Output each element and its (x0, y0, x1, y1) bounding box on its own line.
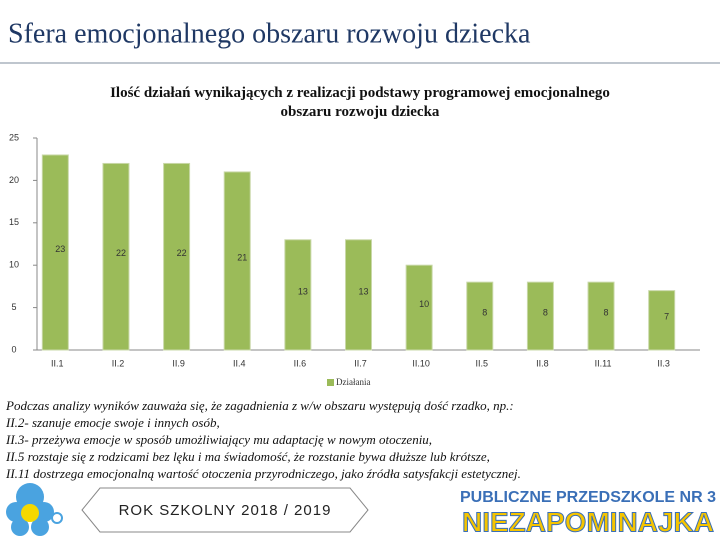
y-tick-label: 10 (9, 260, 19, 270)
value-label: 21 (237, 252, 247, 262)
bar (284, 239, 312, 351)
x-tick-label: II.3 (657, 358, 670, 368)
x-tick-label: II.4 (233, 358, 246, 368)
note-line: II.5 rozstaje się z rodzicami bez lęku i… (5, 449, 490, 464)
year-banner (81, 487, 369, 533)
x-tick-label: II.1 (51, 358, 64, 368)
x-tick-label: II.10 (412, 358, 430, 368)
school-name: PUBLICZNE PRZEDSZKOLE NR 3 (460, 489, 716, 506)
bar (648, 290, 676, 351)
note-line: Podczas analizy wyników zauważa się, że … (5, 398, 514, 413)
x-tick-label: II.11 (595, 358, 612, 368)
school-year: ROK SZKOLNY 2018 / 2019 (119, 502, 332, 519)
bar (405, 264, 433, 351)
bar (102, 162, 130, 351)
value-label: 13 (298, 286, 308, 296)
bar (345, 239, 372, 351)
bar (587, 281, 615, 351)
bar (466, 281, 494, 351)
y-tick-label: 15 (9, 217, 19, 227)
x-tick-label: II.6 (294, 358, 307, 368)
y-tick-label: 20 (9, 175, 19, 185)
value-label: 13 (358, 286, 368, 296)
value-label: 23 (55, 244, 65, 254)
x-tick-label: II.8 (536, 358, 549, 368)
value-label: 22 (177, 248, 187, 258)
legend-label: Działania (336, 377, 370, 387)
value-label: 10 (419, 299, 429, 309)
x-tick-label: II.2 (112, 358, 125, 368)
value-label: 8 (482, 307, 487, 317)
x-tick-label: II.9 (172, 358, 185, 368)
footer-logo (6, 483, 63, 536)
y-tick-label: 25 (9, 132, 19, 142)
bar (163, 162, 191, 351)
school-brand: NIEZAPOMINAJKA (462, 506, 714, 537)
note-line: II.11 dostrzega emocjonalną wartość otoc… (5, 466, 521, 481)
value-label: 7 (664, 312, 669, 322)
y-tick-label: 5 (11, 302, 16, 312)
legend-swatch (327, 379, 334, 386)
bar (223, 171, 251, 351)
slide-title: Sfera emocjonalnego obszaru rozwoju dzie… (8, 18, 531, 49)
bar (41, 154, 69, 351)
chart-title: Ilość działań wynikających z realizacji … (110, 85, 610, 120)
bar (526, 281, 554, 351)
value-label: 22 (116, 248, 126, 258)
y-tick-label: 0 (11, 344, 16, 354)
value-label: 8 (543, 307, 548, 317)
value-label: 8 (604, 307, 609, 317)
note-line: II.2- szanuje emocje swoje i innych osób… (5, 415, 220, 430)
x-tick-label: II.5 (476, 358, 489, 368)
x-tick-label: II.7 (354, 358, 367, 368)
note-line: II.3- przeżywa emocje w sposób umożliwia… (5, 432, 432, 447)
